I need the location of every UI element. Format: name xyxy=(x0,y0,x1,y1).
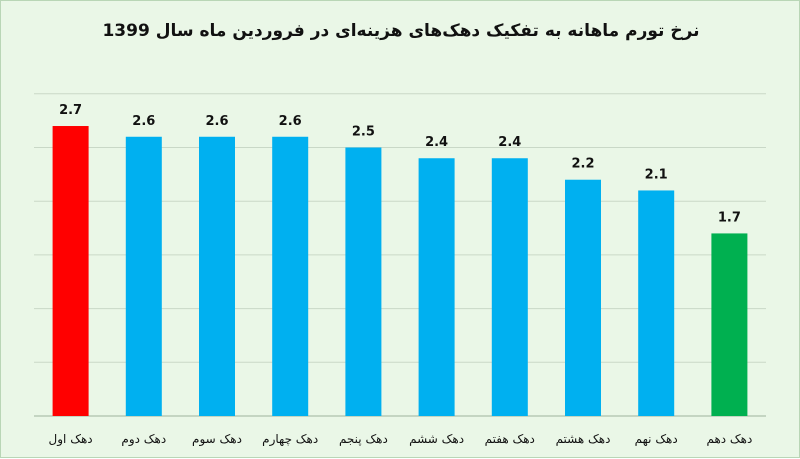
data-label-9: 2.1 xyxy=(645,167,668,182)
bar-10 xyxy=(711,233,748,416)
bar-1 xyxy=(52,126,89,417)
bar-8 xyxy=(565,179,601,416)
chart-title: نرخ تورم ماهانه به تفکیک دهک‌های هزینه‌ا… xyxy=(102,21,700,41)
data-label-3: 2.6 xyxy=(205,114,228,129)
bar-5 xyxy=(345,147,382,416)
category-label-2: دهک دوم xyxy=(121,432,166,447)
data-label-6: 2.4 xyxy=(425,135,448,150)
category-label-3: دهک سوم xyxy=(192,432,242,447)
bar-2 xyxy=(125,136,162,416)
data-label-1: 2.7 xyxy=(59,103,82,118)
category-label-9: دهک نهم xyxy=(635,432,678,446)
bar-9 xyxy=(638,190,675,416)
category-label-6: دهک ششم xyxy=(409,432,464,446)
category-label-1: دهک اول xyxy=(49,432,93,447)
data-label-5: 2.5 xyxy=(352,125,375,140)
category-label-7: دهک هفتم xyxy=(485,432,535,446)
data-label-8: 2.2 xyxy=(571,157,594,172)
data-label-10: 1.7 xyxy=(718,210,741,225)
category-label-5: دهک پنجم xyxy=(339,432,388,446)
data-label-7: 2.4 xyxy=(498,135,521,150)
category-label-8: دهک هشتم xyxy=(556,432,611,446)
bar-6 xyxy=(418,158,455,417)
data-label-2: 2.6 xyxy=(132,114,155,129)
category-label-4: دهک چهارم xyxy=(262,432,318,447)
bar-3 xyxy=(199,136,235,416)
data-label-4: 2.6 xyxy=(279,114,302,129)
bar-4 xyxy=(272,136,309,416)
bar-7 xyxy=(491,158,528,417)
category-label-10: دهک دهم xyxy=(706,432,752,446)
